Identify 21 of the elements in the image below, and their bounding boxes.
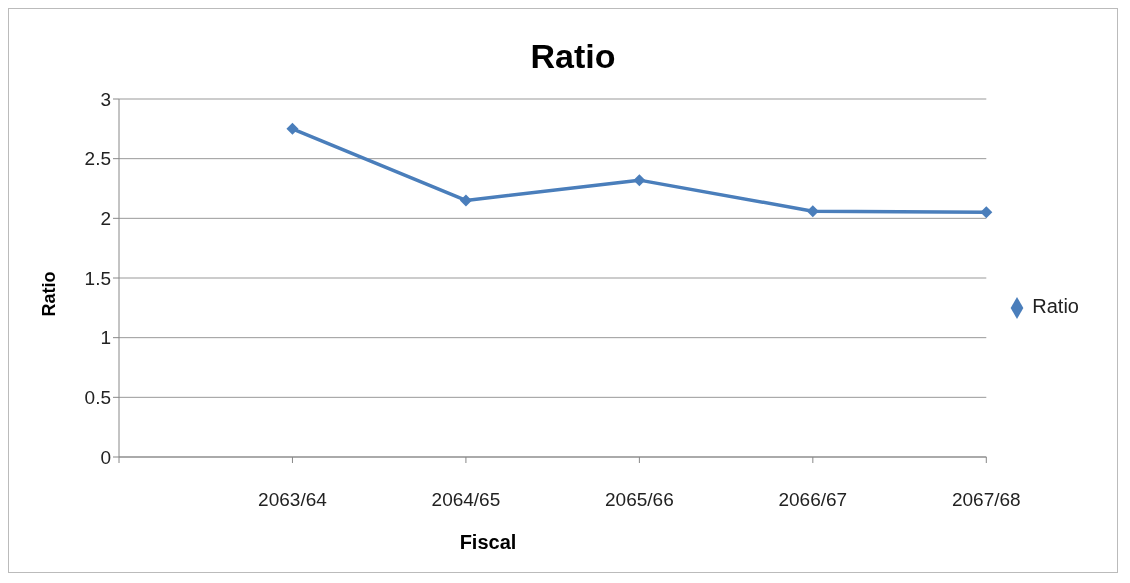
point: [806, 205, 819, 218]
y-tick-label: 1: [100, 327, 111, 349]
chart-title: Ratio: [529, 36, 617, 77]
x-tick-label: 2065/66: [605, 489, 674, 511]
point: [459, 194, 472, 207]
point: [980, 206, 993, 219]
y-tick-label: 0.5: [84, 387, 111, 409]
x-axis-title: Fiscal: [458, 531, 518, 554]
x-tick-label: 2064/65: [431, 489, 501, 511]
x-tick-label: 2067/68: [951, 489, 1021, 511]
y-tick-label: 2.5: [84, 148, 111, 170]
y-tick-label: 0: [100, 446, 111, 468]
x-tick-label: 2063/64: [258, 489, 328, 511]
y-axis-title: Ratio: [38, 271, 60, 317]
point: [286, 122, 299, 135]
legend-label: Ratio: [1032, 294, 1079, 317]
y-tick-label: 1.5: [84, 267, 111, 289]
x-tick-label: 2066/67: [778, 489, 848, 511]
point: [633, 174, 646, 187]
y-tick-label: 2: [100, 208, 111, 230]
y-tick-label: 3: [100, 88, 111, 110]
